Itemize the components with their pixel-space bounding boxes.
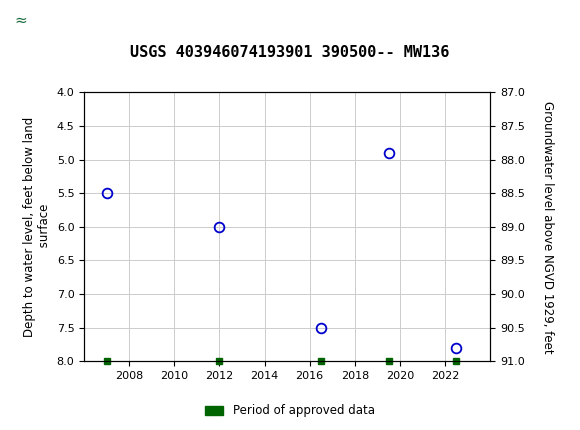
Text: ≈: ≈ (14, 13, 27, 28)
Text: USGS: USGS (52, 12, 103, 29)
Y-axis label: Groundwater level above NGVD 1929, feet: Groundwater level above NGVD 1929, feet (541, 101, 554, 353)
Y-axis label: Depth to water level, feet below land
 surface: Depth to water level, feet below land su… (23, 117, 51, 337)
Text: USGS 403946074193901 390500-- MW136: USGS 403946074193901 390500-- MW136 (130, 45, 450, 60)
FancyBboxPatch shape (5, 3, 37, 37)
Legend: Period of approved data: Period of approved data (201, 399, 379, 422)
